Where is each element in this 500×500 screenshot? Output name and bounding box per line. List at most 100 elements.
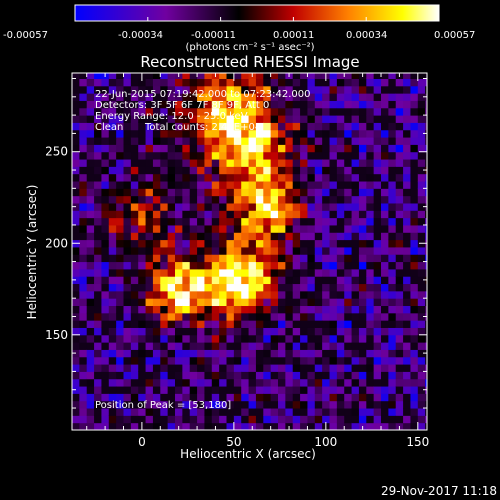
heatmap-cell (373, 166, 382, 175)
heatmap-cell (189, 210, 198, 219)
heatmap-cell (314, 181, 323, 189)
heatmap-cell (248, 386, 257, 394)
heatmap-cell (351, 334, 360, 343)
heatmap-cell (285, 159, 294, 167)
heatmap-cell (152, 364, 161, 372)
heatmap-cell (167, 173, 176, 182)
heatmap-cell (86, 181, 95, 189)
heatmap-cell (160, 173, 169, 182)
heatmap-cell (108, 276, 117, 285)
heatmap-cell (395, 246, 404, 255)
heatmap-cell (300, 261, 308, 270)
heatmap-cell (130, 356, 139, 365)
heatmap-cell (278, 173, 286, 182)
heatmap-cell (175, 85, 183, 94)
heatmap-cell (300, 320, 308, 328)
heatmap-cell (322, 371, 331, 380)
heatmap-cell (79, 378, 88, 387)
heatmap-cell (182, 122, 191, 131)
heatmap-cell (322, 210, 331, 219)
heatmap-cell (314, 129, 323, 138)
heatmap-cell (336, 283, 345, 292)
heatmap-cell (226, 400, 235, 409)
heatmap-cell (344, 305, 353, 314)
heatmap-cell (182, 312, 191, 321)
heatmap-cell (255, 151, 264, 160)
heatmap-cell (263, 159, 272, 167)
heatmap-cell (204, 290, 213, 299)
heatmap-cell (79, 202, 88, 211)
heatmap-cell (292, 144, 301, 153)
heatmap-cell (160, 356, 169, 365)
heatmap-cell (101, 364, 110, 372)
heatmap-cell (86, 334, 95, 343)
heatmap-cell (211, 115, 220, 123)
heatmap-cell (344, 210, 353, 219)
heatmap-cell (219, 210, 228, 219)
heatmap-cell (189, 239, 198, 248)
heatmap-cell (116, 312, 125, 321)
heatmap-cell (388, 400, 397, 409)
heatmap-cell (373, 129, 382, 138)
heatmap-cell (175, 107, 183, 116)
heatmap-cell (145, 188, 154, 197)
heatmap-cell (211, 356, 220, 365)
heatmap-cell (425, 327, 427, 336)
heatmap-cell (395, 239, 404, 248)
heatmap-cell (263, 151, 272, 160)
heatmap-cell (403, 85, 411, 94)
heatmap-cell (410, 349, 419, 358)
heatmap-cell (79, 298, 88, 307)
heatmap-cell (292, 290, 301, 299)
heatmap-cell (395, 283, 404, 292)
heatmap-cell (94, 254, 102, 263)
heatmap-cell (263, 327, 272, 336)
heatmap-cell (211, 349, 220, 358)
heatmap-cell (197, 210, 205, 219)
heatmap-cell (189, 115, 198, 123)
heatmap-cell (307, 268, 316, 277)
heatmap-cell (160, 290, 169, 299)
heatmap-cell (79, 73, 88, 79)
heatmap-cell (108, 268, 117, 277)
heatmap-cell (94, 195, 102, 204)
heatmap-cell (255, 298, 264, 307)
heatmap-cell (351, 151, 360, 160)
heatmap-cell (336, 268, 345, 277)
colorbar-tick-label-4: 0.00034 (346, 30, 387, 41)
heatmap-cell (182, 181, 191, 189)
heatmap-cell (278, 195, 286, 204)
heatmap-cell (204, 122, 213, 131)
heatmap-cell (101, 378, 110, 387)
heatmap-cell (101, 217, 110, 226)
heatmap-cell (182, 210, 191, 219)
heatmap-cell (351, 144, 360, 153)
heatmap-cell (381, 327, 389, 336)
heatmap-cell (322, 224, 331, 233)
heatmap-cell (138, 298, 147, 307)
heatmap-cell (336, 100, 345, 109)
heatmap-cell (175, 305, 183, 314)
heatmap-cell (204, 415, 213, 424)
heatmap-cell (314, 115, 323, 123)
heatmap-cell (94, 188, 102, 197)
heatmap-cell (160, 246, 169, 255)
heatmap-cell (116, 166, 125, 175)
heatmap-cell (123, 312, 132, 321)
heatmap-cell (366, 320, 375, 328)
heatmap-cell (241, 217, 250, 226)
heatmap-cell (285, 217, 294, 226)
heatmap-cell (211, 261, 220, 270)
heatmap-cell (425, 224, 427, 233)
heatmap-cell (388, 181, 397, 189)
heatmap-cell (152, 246, 161, 255)
heatmap-cell (366, 93, 375, 101)
heatmap-cell (138, 239, 147, 248)
heatmap-cell (248, 232, 257, 241)
heatmap-cell (130, 122, 139, 131)
x-tick-label: 50 (226, 435, 241, 449)
heatmap-cell (94, 334, 102, 343)
heatmap-cell (292, 100, 301, 109)
heatmap-cell (175, 400, 183, 409)
heatmap-cell (145, 202, 154, 211)
